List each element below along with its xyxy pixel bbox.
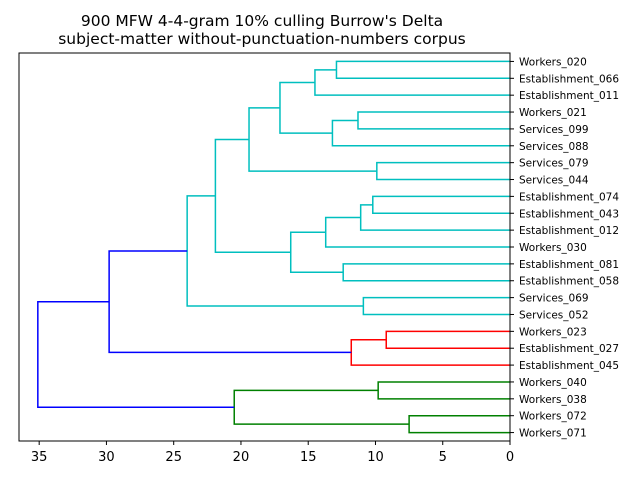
leaf-label: Services_069	[519, 293, 589, 305]
dendrogram-link-14	[186, 195, 364, 307]
dendrogram-link-13	[362, 296, 510, 316]
leaf-label: Establishment_081	[519, 259, 619, 271]
leaf-label: Services_044	[519, 175, 589, 187]
leaf-label: Establishment_074	[519, 191, 619, 203]
leaf-label: Workers_023	[519, 326, 587, 338]
x-tick-label: 5	[439, 450, 447, 465]
leaf-label: Workers_020	[519, 56, 587, 68]
dendrogram-links	[37, 60, 510, 434]
chart-title: 900 MFW 4-4-gram 10% culling Burrow's De…	[0, 12, 524, 48]
x-tick-label: 10	[367, 450, 384, 465]
dendrogram-link-11	[289, 231, 344, 274]
x-axis: 35 30 25 20 15 10 5 0	[31, 441, 514, 465]
leaf-label: Workers_038	[519, 394, 587, 406]
leaf-label: Establishment_045	[519, 360, 619, 372]
x-tick-label: 25	[165, 450, 182, 465]
dendrogram-link-21	[37, 300, 235, 409]
dendrogram-link-12	[214, 138, 291, 254]
x-tick-label: 30	[98, 450, 115, 465]
leaf-label: Workers_021	[519, 107, 587, 119]
x-tick-label: 0	[506, 450, 514, 465]
dendrogram-link-8	[359, 204, 510, 231]
leaf-label: Workers_040	[519, 377, 587, 389]
leaf-label: Establishment_011	[519, 90, 619, 102]
x-tick-label: 20	[233, 450, 250, 465]
x-tick-label: 35	[31, 450, 48, 465]
leaf-label: Services_088	[519, 141, 589, 153]
dendrogram-link-18	[377, 381, 510, 400]
dendrogram-link-19	[408, 414, 510, 434]
dendrogram-link-4	[279, 81, 333, 134]
leaf-label: Services_079	[519, 158, 589, 170]
x-tick-label: 15	[300, 450, 317, 465]
dendrogram-link-15	[385, 330, 510, 349]
dendrogram-link-5	[376, 161, 510, 181]
dendrogram-link-9	[324, 216, 510, 248]
dendrogram-link-3	[331, 119, 510, 147]
chart-title-line-2: subject-matter without-punctuation-numbe…	[58, 30, 466, 48]
leaf-label: Workers_030	[519, 242, 587, 254]
dendrogram-link-16	[350, 339, 510, 366]
chart-title-line-1: 900 MFW 4-4-gram 10% culling Burrow's De…	[80, 12, 444, 30]
leaf-labels: Workers_020 Establishment_066 Establishmen…	[510, 56, 619, 440]
leaf-label: Establishment_043	[519, 208, 619, 220]
dendrogram-link-10	[342, 263, 510, 282]
dendrogram-link-17	[108, 250, 352, 354]
dendrogram-link-0	[335, 60, 510, 80]
dendrogram-link-20	[233, 389, 410, 425]
leaf-label: Establishment_027	[519, 343, 619, 355]
leaf-label: Services_099	[519, 124, 589, 136]
leaf-label: Workers_071	[519, 428, 587, 440]
dendrogram-link-7	[372, 195, 510, 215]
leaf-label: Workers_072	[519, 411, 587, 423]
leaf-label: Establishment_058	[519, 276, 619, 288]
leaf-label: Establishment_066	[519, 73, 619, 85]
dendrogram-link-1	[314, 69, 510, 96]
leaf-label: Establishment_012	[519, 225, 619, 237]
leaf-label: Services_052	[519, 309, 589, 321]
dendrogram-link-2	[357, 111, 510, 130]
